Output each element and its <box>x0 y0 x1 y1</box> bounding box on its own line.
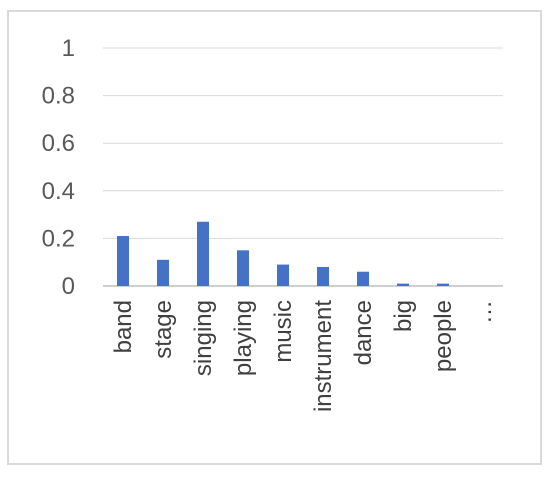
bar-instrument <box>317 266 329 286</box>
x-category-label: band <box>110 300 137 353</box>
bar-music <box>277 264 289 286</box>
y-tick-label: 0.4 <box>42 178 75 205</box>
y-tick-label: 0.6 <box>42 130 75 157</box>
bar-dance <box>357 271 369 286</box>
bar-people <box>437 283 449 286</box>
x-category-label: playing <box>230 300 257 376</box>
y-axis-ticks: 0 0.2 0.4 0.6 0.8 1 <box>42 35 75 300</box>
bar-band <box>117 236 129 286</box>
x-category-label: … <box>470 300 497 324</box>
bar-singing <box>197 221 209 286</box>
x-category-label: singing <box>190 300 217 376</box>
bar-big <box>397 283 409 286</box>
x-category-label: instrument <box>310 300 337 412</box>
x-category-label: stage <box>150 300 177 359</box>
y-tick-label: 1 <box>62 35 75 62</box>
x-category-label: dance <box>350 300 377 365</box>
gridlines <box>103 47 503 287</box>
bars <box>117 221 449 286</box>
x-category-label: people <box>430 300 457 372</box>
bar-stage <box>157 259 169 286</box>
y-tick-label: 0.8 <box>42 83 75 110</box>
x-axis-labels: band stage singing playing music instrument da… <box>110 300 497 412</box>
y-tick-label: 0.2 <box>42 225 75 252</box>
chart-frame <box>7 10 542 465</box>
x-category-label: music <box>270 300 297 363</box>
x-category-label: big <box>390 300 417 332</box>
bar-playing <box>237 250 249 286</box>
y-tick-label: 0 <box>62 273 75 300</box>
